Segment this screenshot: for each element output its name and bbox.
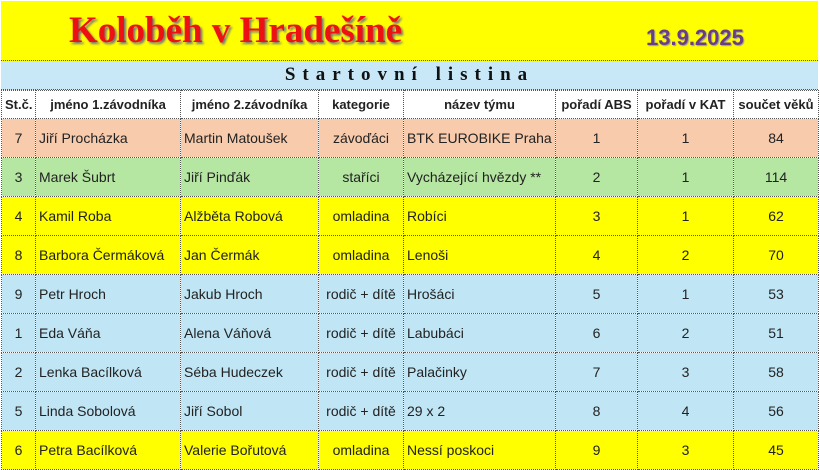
- cell-rank-abs[interactable]: 3: [555, 196, 638, 236]
- cell-rank-cat[interactable]: 1: [637, 274, 734, 314]
- cell-age-sum[interactable]: 56: [733, 391, 819, 431]
- event-date: 13.9.2025: [646, 25, 744, 50]
- cell-racer2[interactable]: Alžběta Robová: [180, 196, 319, 236]
- cell-racer1[interactable]: Eda Váňa: [35, 313, 181, 353]
- column-header-racer1[interactable]: jméno 1.závodníka: [35, 90, 181, 119]
- cell-category[interactable]: omladina: [318, 196, 404, 236]
- cell-rank-abs[interactable]: 6: [555, 313, 638, 353]
- cell-start-number[interactable]: 8: [1, 235, 36, 275]
- cell-category[interactable]: staříci: [318, 157, 404, 197]
- cell-rank-cat[interactable]: 3: [637, 430, 734, 470]
- column-header-team-name[interactable]: název týmu: [403, 90, 556, 119]
- cell-racer1[interactable]: Kamil Roba: [35, 196, 181, 236]
- cell-category[interactable]: rodič + dítě: [318, 391, 404, 431]
- cell-rank-cat[interactable]: 2: [637, 313, 734, 353]
- cell-age-sum[interactable]: 58: [733, 352, 819, 392]
- cell-start-number[interactable]: 3: [1, 157, 36, 197]
- cell-age-sum[interactable]: 45: [733, 430, 819, 470]
- cell-racer2[interactable]: Valerie Bořutová: [180, 430, 319, 470]
- cell-team-name[interactable]: Nessí poskoci: [403, 430, 556, 470]
- cell-category[interactable]: rodič + dítě: [318, 352, 404, 392]
- cell-team-name[interactable]: Robíci: [403, 196, 556, 236]
- cell-age-sum[interactable]: 84: [733, 118, 819, 158]
- column-header-age-sum[interactable]: součet věků: [733, 90, 819, 119]
- cell-racer1[interactable]: Lenka Bacílková: [35, 352, 181, 392]
- table-row: 3 Marek Šubrt Jiří Pinďák staříci Vycházejíc…: [1, 157, 819, 197]
- cell-age-sum[interactable]: 114: [733, 157, 819, 197]
- cell-team-name[interactable]: Vycházející hvězdy **: [403, 157, 556, 197]
- table-row: 8 Barbora Čermáková Jan Čermák omladina Leno…: [1, 235, 819, 275]
- table-row: 4 Kamil Roba Alžběta Robová omladina Robíci 3…: [1, 196, 819, 236]
- cell-racer2[interactable]: Séba Hudeczek: [180, 352, 319, 392]
- cell-rank-cat[interactable]: 2: [637, 235, 734, 275]
- column-header-category[interactable]: kategorie: [318, 90, 404, 119]
- cell-rank-abs[interactable]: 5: [555, 274, 638, 314]
- cell-category[interactable]: závoďáci: [318, 118, 404, 158]
- cell-racer1[interactable]: Linda Sobolová: [35, 391, 181, 431]
- cell-racer2[interactable]: Jan Čermák: [180, 235, 319, 275]
- column-header-rank-abs[interactable]: pořadí ABS: [555, 90, 638, 119]
- cell-start-number[interactable]: 7: [1, 118, 36, 158]
- cell-category[interactable]: rodič + dítě: [318, 274, 404, 314]
- table-row: 5 Linda Sobolová Jiří Sobol rodič + dítě 29 …: [1, 391, 819, 431]
- cell-racer2[interactable]: Jiří Pinďák: [180, 157, 319, 197]
- cell-rank-cat[interactable]: 4: [637, 391, 734, 431]
- table-row: 1 Eda Váňa Alena Váňová rodič + dítě Labubác…: [1, 313, 819, 353]
- cell-category[interactable]: omladina: [318, 235, 404, 275]
- cell-start-number[interactable]: 6: [1, 430, 36, 470]
- cell-start-number[interactable]: 4: [1, 196, 36, 236]
- column-header-start-number[interactable]: St.č.: [1, 90, 36, 119]
- cell-rank-abs[interactable]: 9: [555, 430, 638, 470]
- cell-rank-cat[interactable]: 1: [637, 118, 734, 158]
- cell-team-name[interactable]: Palačinky: [403, 352, 556, 392]
- cell-rank-abs[interactable]: 8: [555, 391, 638, 431]
- cell-rank-cat[interactable]: 3: [637, 352, 734, 392]
- cell-racer2[interactable]: Martin Matoušek: [180, 118, 319, 158]
- column-header-racer2[interactable]: jméno 2.závodníka: [180, 90, 319, 119]
- start-list-table: St.č. jméno 1.závodníka jméno 2.závodníka k…: [1, 90, 819, 470]
- cell-category[interactable]: rodič + dítě: [318, 313, 404, 353]
- cell-rank-cat[interactable]: 1: [637, 196, 734, 236]
- cell-rank-cat[interactable]: 1: [637, 157, 734, 197]
- column-header-rank-cat[interactable]: pořadí v KAT: [637, 90, 734, 119]
- cell-age-sum[interactable]: 70: [733, 235, 819, 275]
- cell-racer1[interactable]: Jiří Procházka: [35, 118, 181, 158]
- cell-age-sum[interactable]: 62: [733, 196, 819, 236]
- cell-racer2[interactable]: Jakub Hroch: [180, 274, 319, 314]
- cell-team-name[interactable]: Hrošáci: [403, 274, 556, 314]
- cell-rank-abs[interactable]: 7: [555, 352, 638, 392]
- subtitle: Startovní listina: [1, 61, 818, 90]
- cell-rank-abs[interactable]: 2: [555, 157, 638, 197]
- cell-rank-abs[interactable]: 1: [555, 118, 638, 158]
- table-row: 9 Petr Hroch Jakub Hroch rodič + dítě Hrošác…: [1, 274, 819, 314]
- cell-racer1[interactable]: Barbora Čermáková: [35, 235, 181, 275]
- cell-age-sum[interactable]: 53: [733, 274, 819, 314]
- table-row: 7 Jiří Procházka Martin Matoušek závoďáci BT…: [1, 118, 819, 158]
- cell-racer1[interactable]: Petra Bacílková: [35, 430, 181, 470]
- header-row: St.č. jméno 1.závodníka jméno 2.závodníka k…: [1, 90, 819, 119]
- page-title: Koloběh v Hradešíně: [69, 10, 403, 51]
- cell-start-number[interactable]: 5: [1, 391, 36, 431]
- cell-start-number[interactable]: 2: [1, 352, 36, 392]
- cell-team-name[interactable]: Lenoši: [403, 235, 556, 275]
- cell-racer1[interactable]: Petr Hroch: [35, 274, 181, 314]
- cell-team-name[interactable]: Labubáci: [403, 313, 556, 353]
- cell-age-sum[interactable]: 51: [733, 313, 819, 353]
- cell-team-name[interactable]: 29 x 2: [403, 391, 556, 431]
- cell-start-number[interactable]: 1: [1, 313, 36, 353]
- cell-racer2[interactable]: Jiří Sobol: [180, 391, 319, 431]
- cell-racer1[interactable]: Marek Šubrt: [35, 157, 181, 197]
- cell-category[interactable]: omladina: [318, 430, 404, 470]
- cell-racer2[interactable]: Alena Váňová: [180, 313, 319, 353]
- table-row: 2 Lenka Bacílková Séba Hudeczek rodič + dít…: [1, 352, 819, 392]
- table-row: 6 Petra Bacílková Valerie Bořutová omladina…: [1, 430, 819, 470]
- cell-rank-abs[interactable]: 4: [555, 235, 638, 275]
- title-row: Koloběh v Hradešíně 13.9.2025: [1, 1, 818, 61]
- cell-team-name[interactable]: BTK EUROBIKE Praha: [403, 118, 556, 158]
- cell-start-number[interactable]: 9: [1, 274, 36, 314]
